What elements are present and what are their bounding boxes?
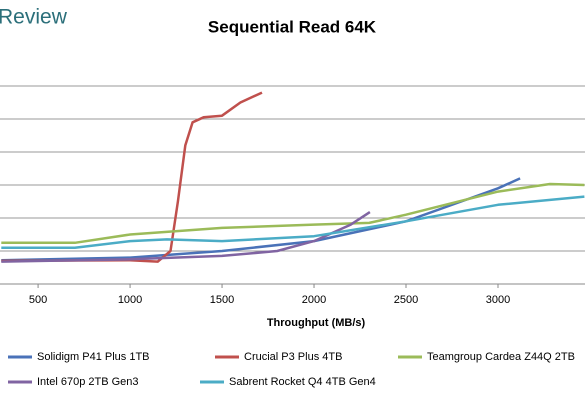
series-line [1,211,371,263]
series-line [1,195,585,249]
x-axis-label: Throughput (MB/s) [267,317,366,329]
plot-lines [1,91,585,263]
legend-label: Sabrent Rocket Q4 4TB Gen4 [229,376,376,388]
legend-label: Solidigm P41 Plus 1TB [37,351,150,363]
series-line [1,182,585,245]
x-tick-label: 2500 [394,294,418,306]
series-line [1,177,521,262]
legend-label: Teamgroup Cardea Z44Q 2TB [427,351,575,363]
legend: Solidigm P41 Plus 1TB Crucial P3 Plus 4TB… [8,351,575,388]
x-tick-label: 1500 [210,294,234,306]
x-tick-label: 1000 [118,294,142,306]
x-tick-label: 500 [29,294,47,306]
series-line [1,91,263,263]
x-tick-label: 2000 [302,294,326,306]
legend-label: Intel 670p 2TB Gen3 [37,376,139,388]
x-tick-label: 3000 [486,294,510,306]
brand-logo: Review [0,6,68,29]
grid: 500 1000 1500 2000 2500 3000 [0,85,585,306]
chart-title: Sequential Read 64K [208,17,377,36]
legend-label: Crucial P3 Plus 4TB [244,351,342,363]
